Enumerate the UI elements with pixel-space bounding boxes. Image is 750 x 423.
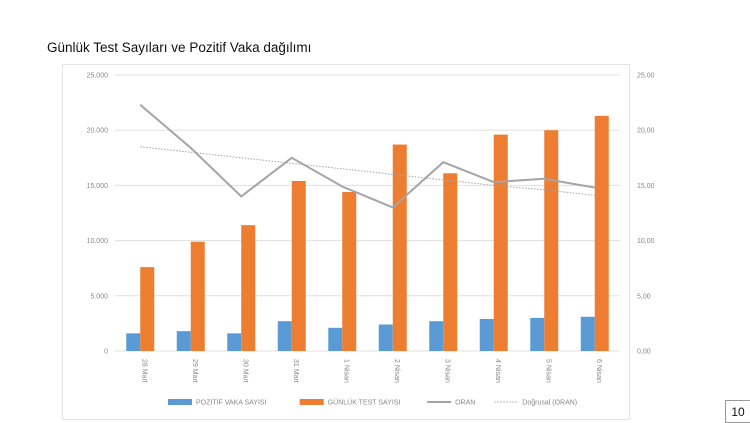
x-tick-label: 1 Nisan xyxy=(342,359,349,383)
line-oran xyxy=(139,104,595,209)
y-right-tick-label: 25,00 xyxy=(637,73,655,80)
bar-pozitif-vaka xyxy=(580,316,595,351)
legend-label: Doğrusal (ORAN) xyxy=(522,400,577,407)
y-left-tick-label: 5.000 xyxy=(90,293,108,300)
y-left-tick-label: 10.000 xyxy=(87,238,109,245)
legend-label: GÜNLÜK TEST SAYISI xyxy=(328,399,401,407)
bar-pozitif-vaka xyxy=(530,317,545,351)
x-tick-label: 4 Nisan xyxy=(494,359,501,383)
trendline-oran xyxy=(140,146,595,196)
bar-gunluk-test xyxy=(241,225,256,351)
y-right-tick-label: 5,00 xyxy=(637,293,651,300)
page-number: 10 xyxy=(725,400,750,423)
slide-title: Günlük Test Sayıları ve Pozitif Vaka dağ… xyxy=(47,40,312,55)
bar-pozitif-vaka xyxy=(479,318,494,351)
bar-pozitif-vaka xyxy=(176,331,191,351)
bar-pozitif-vaka xyxy=(328,327,343,351)
y-right-tick-label: 10,00 xyxy=(637,238,655,245)
x-tick-label: 5 Nisan xyxy=(544,359,551,383)
y-left-tick-label: 0 xyxy=(104,349,108,356)
legend-swatch xyxy=(299,399,324,405)
legend-swatch xyxy=(168,399,192,405)
bar-gunluk-test xyxy=(291,180,306,351)
y-right-tick-label: 0,00 xyxy=(637,349,651,356)
bar-gunluk-test xyxy=(443,173,458,351)
y-right-tick-label: 15,00 xyxy=(637,183,655,190)
bar-gunluk-test xyxy=(594,115,609,352)
y-left-tick-label: 15.000 xyxy=(87,183,109,190)
x-tick-label: 29 Mart xyxy=(191,359,198,383)
legend-label: POZİTİF VAKA SAYISI xyxy=(196,398,267,407)
x-tick-label: 31 Mart xyxy=(292,359,299,383)
bar-pozitif-vaka xyxy=(126,333,141,351)
bar-gunluk-test xyxy=(190,241,205,351)
legend-label: ORAN xyxy=(455,400,475,407)
bar-gunluk-test xyxy=(544,130,559,351)
bar-gunluk-test xyxy=(342,192,357,351)
bar-pozitif-vaka xyxy=(227,333,242,351)
x-tick-label: 2 Nisan xyxy=(393,359,400,383)
x-tick-label: 6 Nisan xyxy=(595,359,602,383)
y-left-tick-label: 20.000 xyxy=(87,128,109,135)
x-tick-label: 28 Mart xyxy=(140,359,147,383)
bar-gunluk-test xyxy=(140,267,155,351)
bar-gunluk-test xyxy=(392,144,407,351)
y-left-tick-label: 25.000 xyxy=(87,73,109,80)
x-tick-label: 3 Nisan xyxy=(443,359,450,383)
bar-pozitif-vaka xyxy=(429,321,444,351)
y-right-tick-label: 20,00 xyxy=(637,128,655,135)
bar-pozitif-vaka xyxy=(277,321,292,351)
x-tick-label: 30 Mart xyxy=(241,359,248,383)
bar-gunluk-test xyxy=(493,134,508,351)
bar-pozitif-vaka xyxy=(378,324,393,351)
